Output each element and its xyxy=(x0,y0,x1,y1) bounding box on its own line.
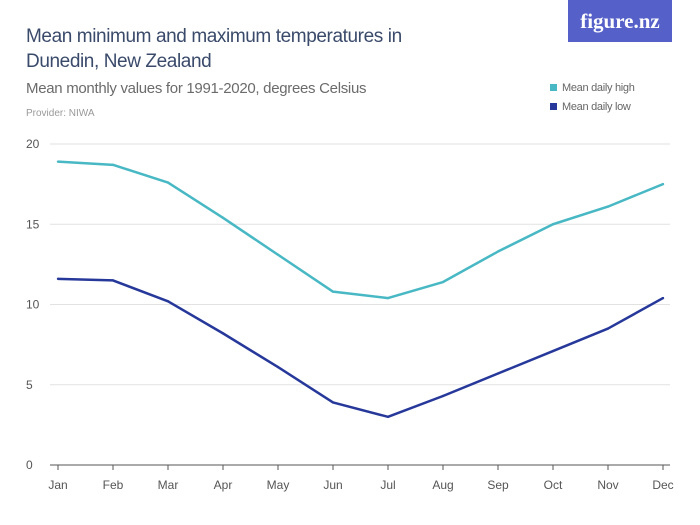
y-tick-label: 20 xyxy=(26,137,40,151)
data-point xyxy=(606,327,610,330)
chart-title: Mean minimum and maximum temperatures in… xyxy=(26,26,402,72)
legend-swatch-low xyxy=(550,103,557,110)
data-point xyxy=(441,394,445,398)
chart-subtitle: Mean monthly values for 1991-2020, degre… xyxy=(26,80,367,97)
x-tick-label: Apr xyxy=(214,478,233,492)
figure-nz-logo[interactable]: figure.nz xyxy=(568,0,672,42)
x-tick-label: May xyxy=(267,478,290,492)
x-tick-label: Oct xyxy=(544,478,563,492)
data-point xyxy=(441,280,445,284)
data-point xyxy=(606,205,610,208)
y-tick-label: 5 xyxy=(26,378,33,392)
legend-label-low: Mean daily low xyxy=(562,100,631,113)
legend-swatch-high xyxy=(550,84,557,91)
data-point xyxy=(551,223,555,226)
y-tick-label: 15 xyxy=(26,217,40,231)
x-tick-label: Jul xyxy=(380,478,395,492)
data-point xyxy=(661,182,665,186)
x-tick-label: Dec xyxy=(652,478,673,492)
data-point xyxy=(551,349,555,353)
x-tick-label: Jan xyxy=(48,478,67,492)
x-tick-label: Mar xyxy=(158,478,179,492)
data-point xyxy=(221,216,225,220)
legend-label-high: Mean daily high xyxy=(562,81,635,94)
data-point xyxy=(56,277,60,281)
data-point xyxy=(331,290,335,293)
data-point xyxy=(276,365,280,369)
data-point xyxy=(386,296,390,300)
x-tick-label: Sep xyxy=(487,478,509,492)
x-tick-label: Feb xyxy=(103,478,124,492)
data-point xyxy=(496,250,500,253)
data-point xyxy=(166,181,170,184)
x-tick-label: Jun xyxy=(323,478,342,492)
data-point xyxy=(386,415,390,419)
data-point xyxy=(496,372,500,375)
legend-item-low: Mean daily low xyxy=(550,97,635,116)
series-line-high xyxy=(57,160,664,300)
provider-label: Provider: NIWA xyxy=(26,108,95,119)
x-tick-label: Aug xyxy=(432,478,453,492)
data-point xyxy=(661,296,665,300)
data-point xyxy=(111,279,115,282)
y-tick-label: 10 xyxy=(26,298,40,312)
data-point xyxy=(221,332,225,335)
series-line-low xyxy=(57,277,664,419)
legend: Mean daily high Mean daily low xyxy=(550,78,635,116)
y-tick-label: 0 xyxy=(26,458,33,472)
data-point xyxy=(56,160,60,163)
x-tick-label: Nov xyxy=(597,478,618,492)
data-point xyxy=(331,401,335,404)
legend-item-high: Mean daily high xyxy=(550,78,635,97)
data-point xyxy=(276,253,280,256)
data-point xyxy=(111,163,115,167)
data-point xyxy=(166,300,170,303)
